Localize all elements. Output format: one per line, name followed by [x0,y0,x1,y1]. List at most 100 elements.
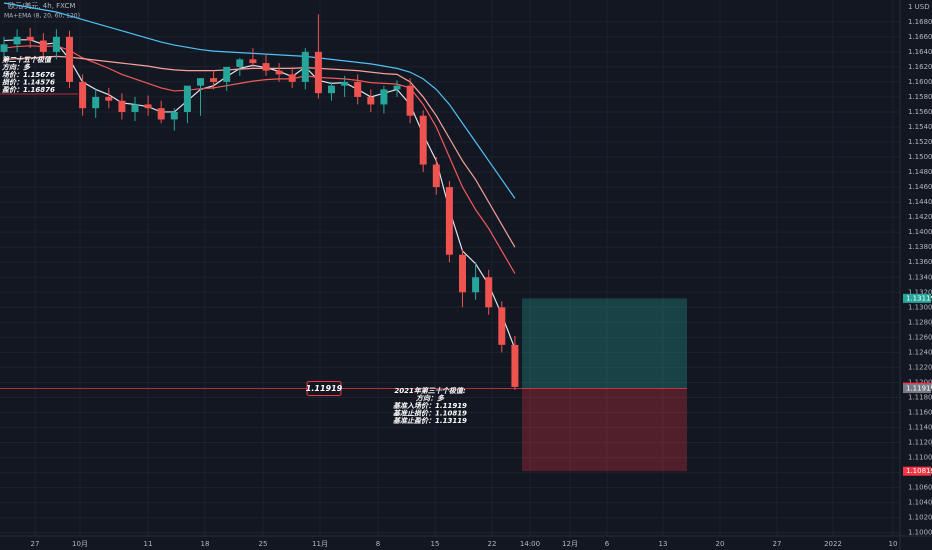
candle-body [419,115,427,165]
ma-line [3,2,516,199]
x-tick-label: 12月 [562,540,578,548]
candle-body [144,104,152,109]
annotation-mid: 基准止盈价：1.13119 [393,416,467,425]
annotation-mid: 基准止损价：1.10819 [393,409,467,418]
y-tick-label: 1.12200 [908,363,932,371]
x-tick-label: 13 [659,540,668,548]
candle-body [0,44,8,52]
candle-body [406,85,414,116]
x-tick-label: 11 [144,540,153,548]
y-tick-label: 1.11600 [908,409,932,417]
y-tick-label: 1.15800 [908,93,932,101]
x-tick-label: 14:00 [520,540,540,548]
price-tag [903,293,931,303]
candle-body [472,277,480,293]
y-tick-label: 1.12600 [908,333,932,341]
y-tick-label: 1.13400 [908,273,932,281]
candle-body [275,70,283,75]
candle-body [511,344,519,387]
candle-body [328,85,335,94]
y-tick-label: 1.16400 [908,48,932,56]
candle-body [79,81,87,109]
profit-zone [522,298,687,389]
candle-body [393,85,401,90]
y-tick-label: 1.10200 [908,514,932,522]
candle-body [92,96,100,109]
price-tag-label: 1.10819 [906,467,932,475]
x-tick-label: 2022 [824,540,842,548]
candle-body [13,36,21,45]
candle-body [183,85,191,112]
y-tick-label: 1.13000 [908,303,932,311]
candle-body [131,104,139,112]
y-tick-label: 1.11800 [908,393,932,401]
y-tick-label: 1.10400 [908,499,932,507]
candle-body [66,36,73,82]
ma-line [3,55,516,248]
y-tick-label: 1.16200 [908,63,932,71]
candle-body [288,74,296,82]
indicator-label: MA+EMA (8, 20, 60, 120) [4,13,80,20]
entry-label: 1.11919 [306,384,343,393]
ma-line [3,45,516,274]
annotation-left: 场价：1.15676 [2,70,55,79]
price-tag [903,384,931,394]
candle-body [105,96,113,101]
candle-body [445,187,453,255]
y-tick-label: 1.14000 [908,228,932,236]
y-tick-label: 1.12800 [908,318,932,326]
price-tag-label: 1.13119 [906,294,932,302]
candle-body [341,81,349,86]
y-tick-label: 1.11000 [908,454,932,462]
candle-body [485,277,493,308]
x-tick-label: 6 [605,540,610,548]
candle-body [236,59,244,67]
candle-body [498,307,506,345]
candle-body [262,63,270,71]
x-tick-label: 11月 [312,540,328,548]
x-tick-label: 15 [431,540,440,548]
y-tick-label: 1.10600 [908,484,932,492]
x-tick-label: 22 [488,540,497,548]
candle-body [223,66,231,82]
candle-body [118,100,126,112]
annotation-left: 第二十五个极值 [2,55,52,64]
y-tick-label: 1.11200 [908,439,932,447]
candle-body [459,254,466,293]
annotation-mid: 2021年第三十个极值: [394,386,465,395]
y-tick-label: 1.14400 [908,198,932,206]
currency-label: 1 USD ▾ [908,3,932,11]
candle-body [367,96,375,105]
x-tick-label: 20 [716,540,725,548]
y-tick-label: 1.12400 [908,348,932,356]
loss-zone [522,388,687,472]
y-tick-label: 1.13800 [908,243,932,251]
y-tick-label: 1.15400 [908,123,932,131]
chart-title: 欧元/美元, 4h, FXCM [8,1,75,10]
y-tick-label: 1.11400 [908,424,932,432]
x-tick-label: 25 [259,540,268,548]
x-tick-label: 8 [376,540,380,548]
price-tag [903,466,931,476]
y-tick-label: 1.14600 [908,183,932,191]
y-tick-label: 1.15600 [908,108,932,116]
entry-label-box [306,381,342,397]
y-tick-label: 1.15200 [908,138,932,146]
candle-body [197,78,204,86]
y-tick-label: 1.14800 [908,168,932,176]
candle-body [26,36,34,41]
y-tick-label: 1.13200 [908,288,932,296]
y-tick-label: 1.12000 [908,378,932,386]
candle-body [170,111,178,120]
annotation-mid: 基准入场价：1.11919 [393,401,467,410]
candle-body [52,36,60,52]
y-tick-label: 1.14200 [908,213,932,221]
candle-body [249,59,257,64]
y-tick-label: 1.16000 [908,78,932,86]
y-tick-label: 1.13600 [908,258,932,266]
candle-body [301,51,309,82]
annotation-mid: 方向：多 [416,394,445,403]
candle-body [314,51,322,94]
price-tag-label: 1.11919 [906,385,932,393]
